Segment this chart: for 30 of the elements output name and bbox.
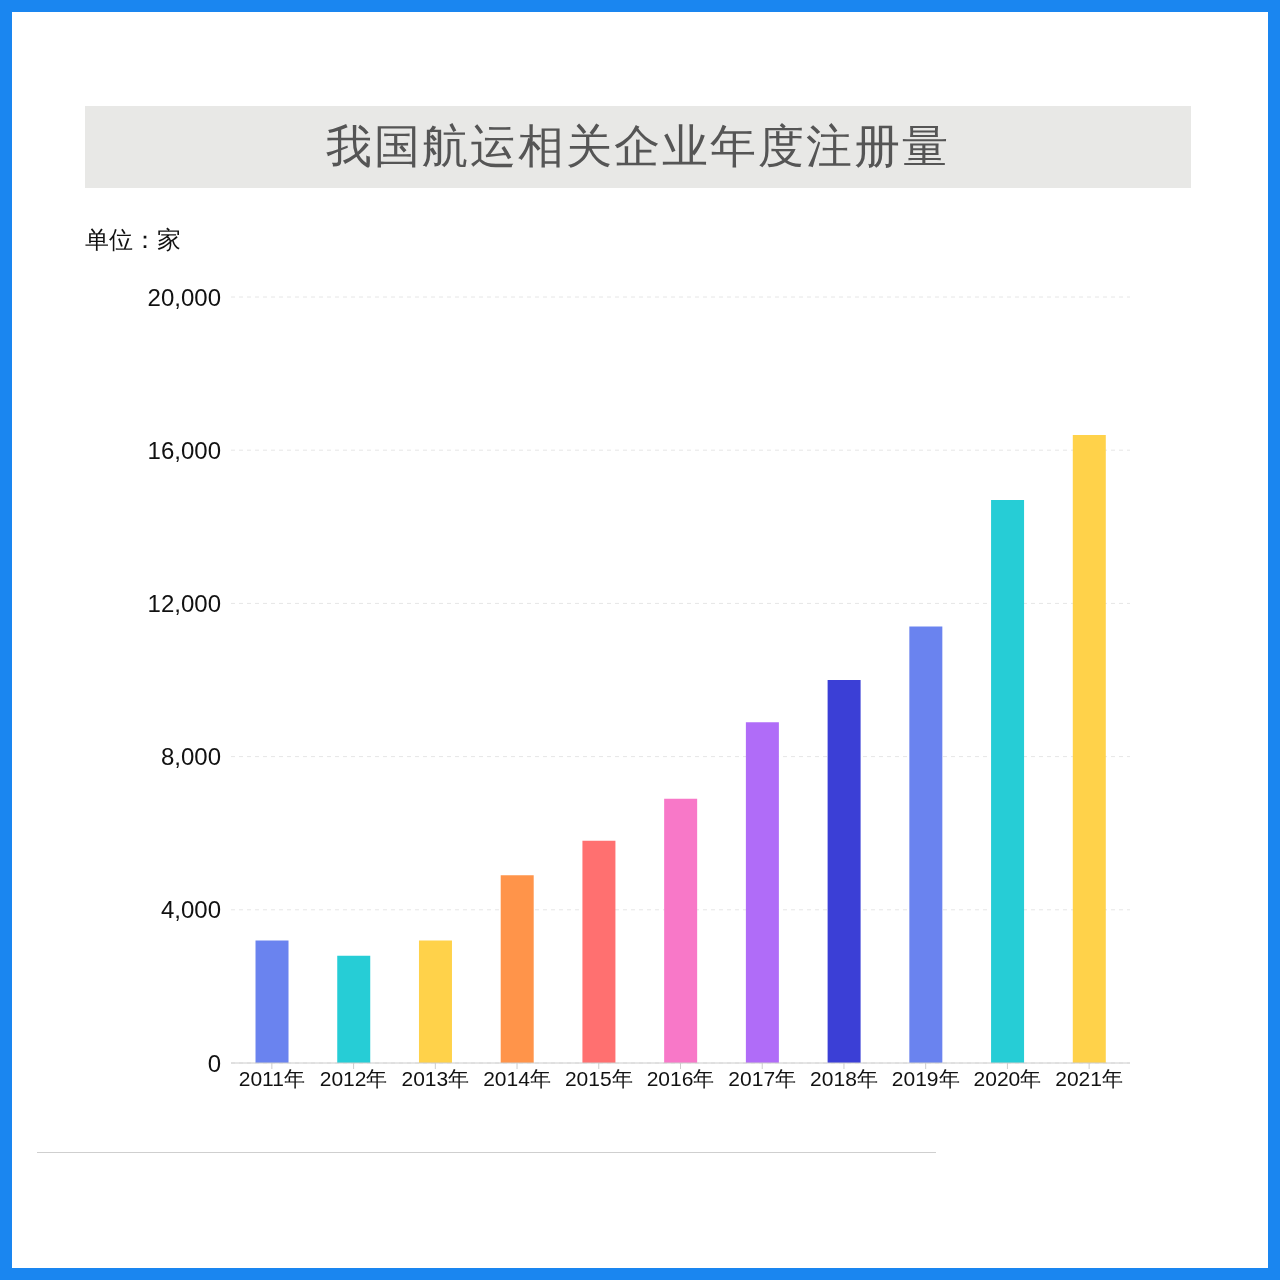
bar xyxy=(909,626,943,1063)
bar xyxy=(1072,434,1106,1063)
bar xyxy=(827,680,861,1063)
x-tick-label: 2014年 xyxy=(483,1066,551,1090)
y-tick-label: 20,000 xyxy=(147,283,221,311)
x-tick-label: 2016年 xyxy=(646,1066,715,1090)
y-tick-label: 4,000 xyxy=(160,896,221,924)
bar xyxy=(418,940,452,1063)
x-tick-label: 2018年 xyxy=(810,1066,878,1090)
x-tick-label: 2019年 xyxy=(891,1066,960,1090)
bar xyxy=(255,940,289,1063)
x-tick-label: 2012年 xyxy=(319,1066,388,1090)
y-tick-label: 16,000 xyxy=(147,436,221,464)
bar xyxy=(664,798,698,1063)
bar xyxy=(991,499,1025,1063)
y-tick-label: 12,000 xyxy=(147,589,221,617)
bar xyxy=(337,955,371,1063)
x-tick-label: 2020年 xyxy=(973,1066,1042,1090)
x-tick-label: 2015年 xyxy=(564,1066,633,1090)
y-axis-title: 单位：家 xyxy=(85,225,181,255)
x-tick-label: 2021年 xyxy=(1055,1066,1123,1090)
chart-title: 我国航运相关企业年度注册量 xyxy=(326,119,950,174)
y-tick-label: 8,000 xyxy=(160,743,221,771)
bar xyxy=(582,840,616,1063)
x-tick-label: 2017年 xyxy=(728,1066,797,1090)
bar xyxy=(745,722,779,1063)
y-tick-label: 0 xyxy=(207,1049,221,1077)
x-tick-label: 2013年 xyxy=(401,1066,470,1090)
x-tick-label: 2011年 xyxy=(238,1066,305,1090)
bar xyxy=(500,875,534,1063)
